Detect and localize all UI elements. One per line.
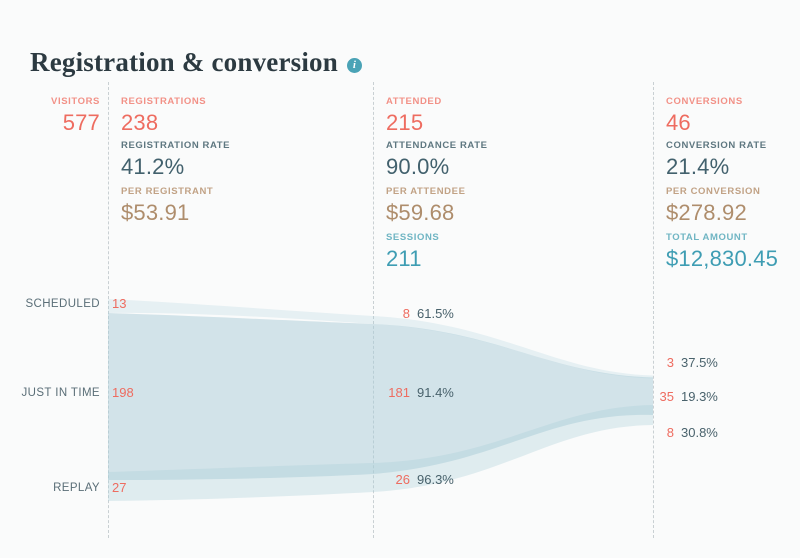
annotation-converted-scheduled: 3 37.5% <box>642 355 718 370</box>
attendance-rate: 91.4% <box>417 385 454 400</box>
funnel-band-replay <box>108 405 653 501</box>
stat-attended-label: ATTENDED <box>386 96 442 107</box>
page-title-text: Registration & conversion <box>30 47 338 78</box>
stat-visitors-label: VISITORS <box>51 96 100 107</box>
annotation-converted-just-in-time: 35 19.3% <box>642 389 718 404</box>
row-registered-just-in-time: 198 <box>112 385 134 400</box>
stat-per-attendee-label: PER ATTENDEE <box>386 186 466 197</box>
annotation-converted-replay: 8 30.8% <box>642 425 718 440</box>
converted-count: 8 <box>666 425 674 440</box>
stat-attendance-rate: ATTENDANCE RATE 90.0% <box>386 140 488 180</box>
stat-registrations-label: REGISTRATIONS <box>121 96 207 107</box>
row-label-just-in-time: JUST IN TIME <box>21 387 100 399</box>
annotation-attended-replay: 26 96.3% <box>378 472 454 487</box>
stat-conversion-rate: CONVERSION RATE 21.4% <box>666 140 767 180</box>
stat-conversion-rate-value: 21.4% <box>666 154 730 179</box>
stat-per-attendee: PER ATTENDEE $59.68 <box>386 186 466 226</box>
conversion-rate: 19.3% <box>681 389 718 404</box>
annotation-attended-just-in-time: 181 91.4% <box>378 385 454 400</box>
info-icon[interactable]: i <box>346 58 362 74</box>
guide-line-conversions <box>653 82 654 538</box>
stat-visitors: VISITORS 577 <box>0 96 100 136</box>
stat-per-registrant-value: $53.91 <box>121 200 190 225</box>
stat-per-conversion: PER CONVERSION $278.92 <box>666 186 760 226</box>
stat-total-amount-value: $12,830.45 <box>666 246 779 271</box>
stat-registrations-value: 238 <box>121 110 159 135</box>
row-registered-scheduled: 13 <box>112 296 127 311</box>
guide-line-attended <box>373 82 374 538</box>
stat-conversions-label: CONVERSIONS <box>666 96 743 107</box>
stat-registration-rate: REGISTRATION RATE 41.2% <box>121 140 230 180</box>
stat-registration-rate-label: REGISTRATION RATE <box>121 140 231 151</box>
attended-count: 8 <box>402 306 410 321</box>
attendance-rate: 96.3% <box>417 472 454 487</box>
annotation-attended-scheduled: 8 61.5% <box>378 306 454 321</box>
attendance-rate: 61.5% <box>417 306 454 321</box>
stat-sessions-value: 211 <box>386 246 422 271</box>
stat-conversions-value: 46 <box>666 110 691 135</box>
stat-attended: ATTENDED 215 <box>386 96 442 136</box>
stat-attendance-rate-value: 90.0% <box>386 154 450 179</box>
conversion-rate: 30.8% <box>681 425 718 440</box>
stat-per-registrant-label: PER REGISTRANT <box>121 186 214 197</box>
guide-line-registrations <box>108 82 109 538</box>
row-label-replay: REPLAY <box>53 482 100 494</box>
stat-per-conversion-label: PER CONVERSION <box>666 186 761 197</box>
stat-per-attendee-value: $59.68 <box>386 200 455 225</box>
stat-attendance-rate-label: ATTENDANCE RATE <box>386 140 488 151</box>
attended-count: 26 <box>395 472 410 487</box>
page-title: Registration & conversion i <box>30 46 362 78</box>
stat-total-amount: TOTAL AMOUNT $12,830.45 <box>666 232 778 272</box>
stat-sessions: SESSIONS 211 <box>386 232 439 272</box>
stat-conversions: CONVERSIONS 46 <box>666 96 743 136</box>
stat-per-conversion-value: $278.92 <box>666 200 747 225</box>
row-label-scheduled: SCHEDULED <box>25 298 100 310</box>
stat-attended-value: 215 <box>386 110 424 135</box>
conversion-rate: 37.5% <box>681 355 718 370</box>
stat-visitors-value: 577 <box>62 110 100 135</box>
funnel-band-just-in-time <box>108 313 653 480</box>
row-registered-replay: 27 <box>112 480 127 495</box>
stat-registrations: REGISTRATIONS 238 <box>121 96 206 136</box>
stat-sessions-label: SESSIONS <box>386 232 440 243</box>
funnel-band-scheduled <box>108 299 653 379</box>
stat-total-amount-label: TOTAL AMOUNT <box>666 232 748 243</box>
converted-count: 35 <box>659 389 674 404</box>
converted-count: 3 <box>666 355 674 370</box>
stat-conversion-rate-label: CONVERSION RATE <box>666 140 767 151</box>
attended-count: 181 <box>388 385 410 400</box>
stat-per-registrant: PER REGISTRANT $53.91 <box>121 186 213 226</box>
stat-registration-rate-value: 41.2% <box>121 154 185 179</box>
